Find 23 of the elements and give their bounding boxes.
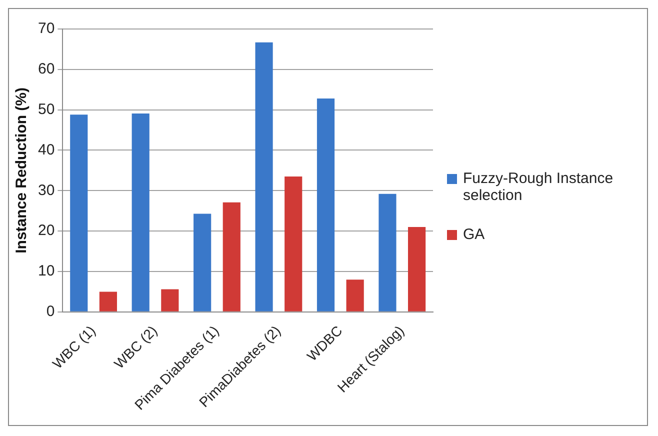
bar	[99, 292, 117, 312]
y-tick-label: 70	[38, 20, 55, 38]
bar	[194, 214, 212, 312]
y-axis-title: Instance Reduction (%)	[13, 88, 30, 254]
y-tick-label: 60	[38, 60, 55, 78]
bar	[378, 194, 396, 312]
y-tick-label: 0	[46, 303, 55, 320]
y-tick-label: 50	[38, 100, 55, 118]
bar	[222, 202, 240, 312]
bar	[161, 289, 179, 312]
bar	[255, 42, 273, 312]
bar	[70, 114, 88, 312]
legend-label: GA	[463, 226, 485, 242]
bar	[316, 98, 335, 312]
legend-label: Fuzzy-Rough Instance selection	[463, 170, 614, 204]
y-tick-label: 20	[38, 222, 55, 240]
y-tick-label: 40	[38, 141, 55, 158]
bar	[346, 280, 364, 312]
bar	[132, 113, 150, 312]
bar	[408, 227, 426, 312]
y-tick-label: 10	[38, 262, 55, 280]
bar	[284, 176, 302, 312]
y-tick-label: 30	[38, 182, 55, 199]
